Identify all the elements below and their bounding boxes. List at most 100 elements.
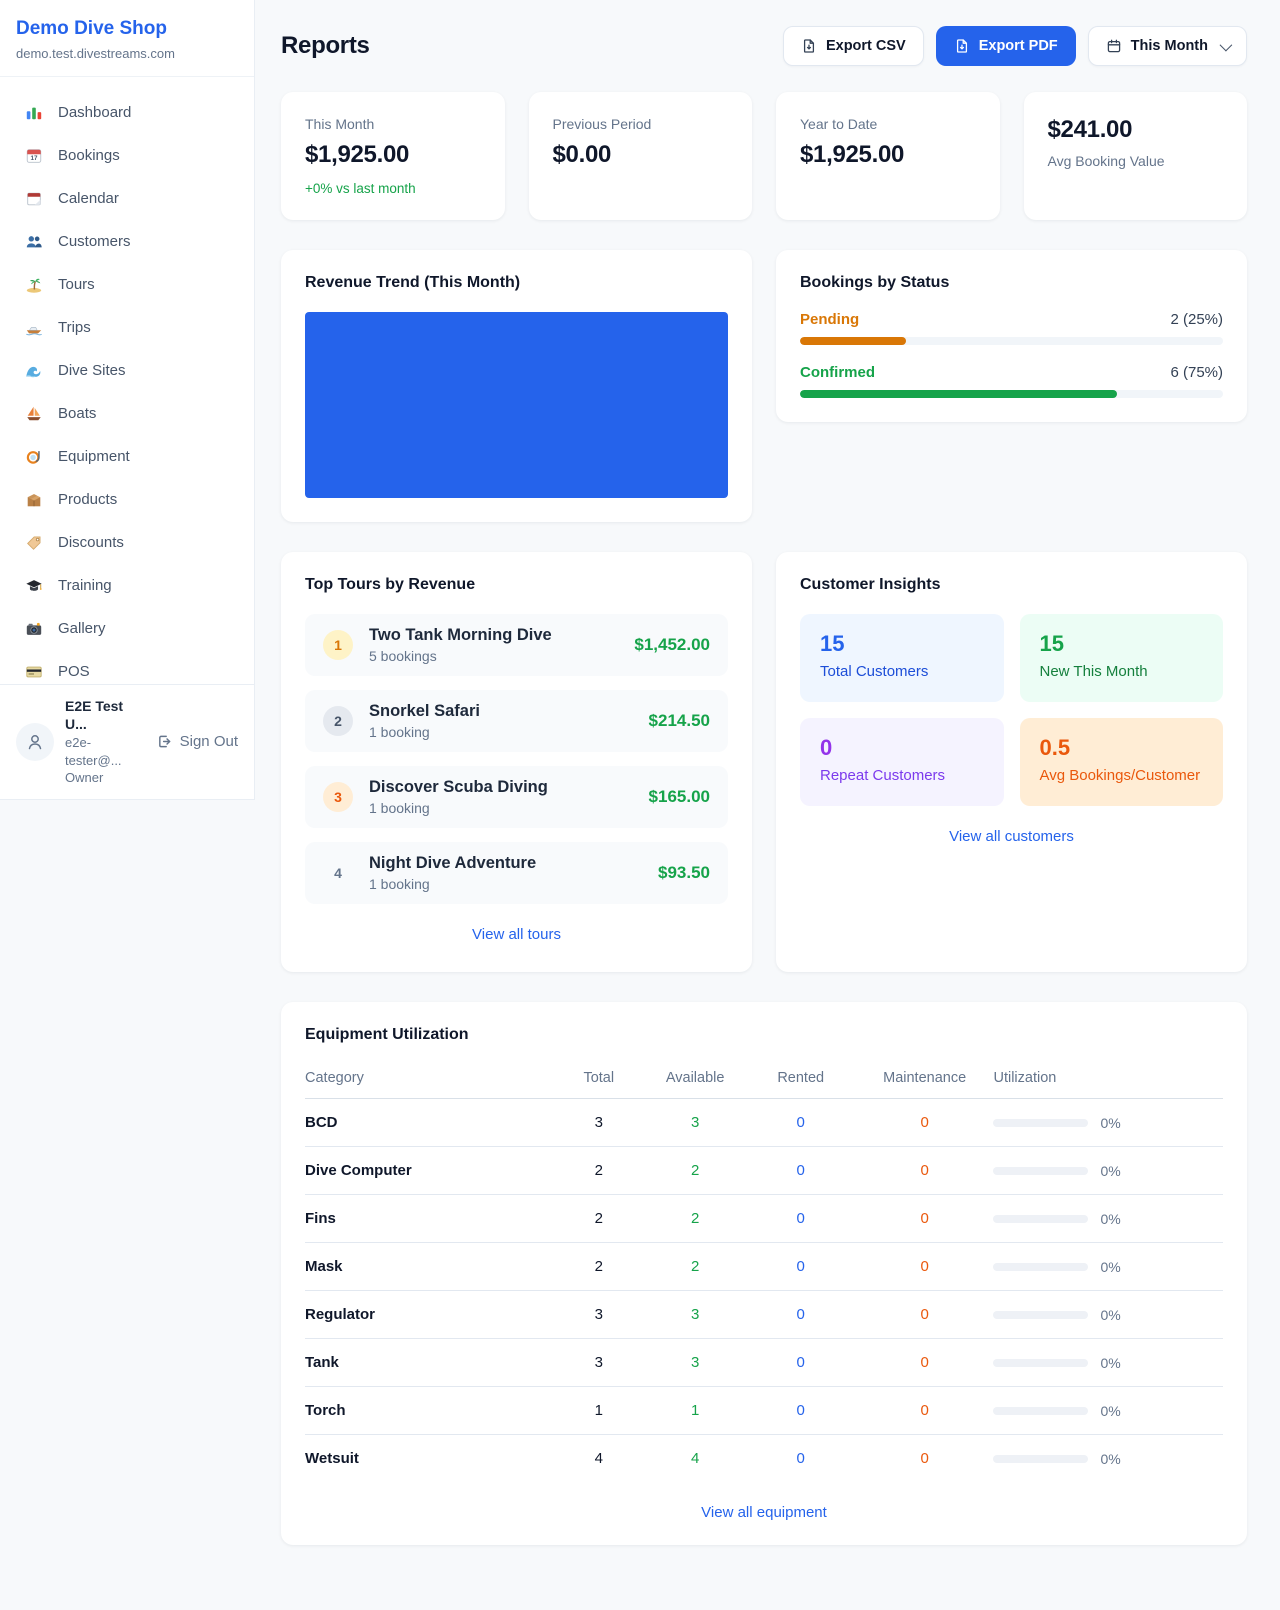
shop-domain: demo.test.divestreams.com <box>16 46 175 61</box>
tour-bookings: 1 booking <box>369 800 430 816</box>
bookings-by-status-card: Bookings by Status Pending 2 (25%) Confi… <box>776 250 1247 422</box>
sidebar-nav: Dashboard 17 Bookings Calendar Customers… <box>0 77 254 684</box>
sidebar-item-dive-sites[interactable]: Dive Sites <box>12 349 242 392</box>
tag-icon <box>24 533 44 553</box>
tour-amount: $93.50 <box>658 863 710 882</box>
insight-total-customers: 15 Total Customers <box>800 614 1004 702</box>
tour-list: 1 Two Tank Morning Dive 5 bookings $1,45… <box>305 614 728 904</box>
col-utilization: Utilization <box>993 1060 1223 1099</box>
tour-name: Night Dive Adventure <box>369 854 537 872</box>
status-label: Pending <box>800 311 860 328</box>
sidebar-item-tours[interactable]: Tours <box>12 263 242 306</box>
status-label: Confirmed <box>800 364 875 381</box>
stat-delta: +0% vs last month <box>305 181 416 196</box>
export-csv-label: Export CSV <box>825 38 906 54</box>
insight-label: New This Month <box>1039 663 1148 680</box>
utilization-cell: 0% <box>993 1259 1223 1275</box>
tour-amount: $165.00 <box>648 787 710 806</box>
tour-amount: $214.50 <box>648 711 710 730</box>
calendar-icon <box>1106 38 1122 54</box>
user-role: Owner <box>65 770 104 786</box>
island-icon <box>24 275 44 295</box>
sidebar-item-calendar[interactable]: Calendar <box>12 177 242 220</box>
page-header: Reports Export CSV Export PDF This Month <box>281 26 1247 66</box>
sidebar-item-equipment[interactable]: Equipment <box>12 435 242 478</box>
user-email: e2e-tester@... <box>65 735 122 768</box>
sidebar-item-bookings[interactable]: 17 Bookings <box>12 134 242 177</box>
period-label: This Month <box>1130 38 1208 54</box>
export-pdf-button[interactable]: Export PDF <box>935 26 1076 66</box>
table-row: Regulator 3 3 0 0 0% <box>305 1290 1223 1339</box>
table-row: Fins 2 2 0 0 0% <box>305 1194 1223 1243</box>
insights-grid: 15 Total Customers 15 New This Month 0 R… <box>800 614 1223 806</box>
tours-insights-row: Top Tours by Revenue 1 Two Tank Morning … <box>281 552 1247 972</box>
stat-label: Year to Date <box>800 116 878 132</box>
view-all-equipment-link[interactable]: View all equipment <box>701 1504 827 1521</box>
stat-value: $241.00 <box>1047 116 1133 143</box>
sidebar-item-trips[interactable]: Trips <box>12 306 242 349</box>
sailboat-icon <box>24 404 44 424</box>
period-select[interactable]: This Month <box>1087 26 1247 66</box>
sidebar-item-discounts[interactable]: Discounts <box>12 521 242 564</box>
insight-new-this-month: 15 New This Month <box>1019 614 1223 702</box>
graduation-cap-icon <box>24 576 44 596</box>
status-bar-track <box>800 390 1223 398</box>
sidebar-item-label: Discounts <box>58 534 124 551</box>
rank-badge: 1 <box>323 630 353 660</box>
header-actions: Export CSV Export PDF This Month <box>782 26 1247 66</box>
bar-chart-icon <box>24 103 44 123</box>
tour-name: Snorkel Safari <box>369 702 480 720</box>
sign-out-icon <box>156 733 173 750</box>
sidebar: Demo Dive Shop demo.test.divestreams.com… <box>0 0 255 800</box>
sidebar-item-customers[interactable]: Customers <box>12 220 242 263</box>
stat-label: Previous Period <box>552 116 652 132</box>
top-tours-card: Top Tours by Revenue 1 Two Tank Morning … <box>281 552 752 972</box>
sidebar-item-gallery[interactable]: Gallery <box>12 607 242 650</box>
insight-label: Avg Bookings/Customer <box>1039 767 1201 784</box>
equipment-table: Category Total Available Rented Maintena… <box>305 1060 1223 1482</box>
sidebar-item-training[interactable]: Training <box>12 564 242 607</box>
view-all-customers-link[interactable]: View all customers <box>949 828 1074 845</box>
tour-row: 3 Discover Scuba Diving 1 booking $165.0… <box>305 766 728 828</box>
sidebar-item-label: POS <box>58 663 90 680</box>
status-item-pending: Pending 2 (25%) <box>800 311 1223 345</box>
page-title: Reports <box>281 32 370 59</box>
sidebar-item-label: Trips <box>58 319 91 336</box>
sidebar-item-products[interactable]: Products <box>12 478 242 521</box>
charts-row: Revenue Trend (This Month) Bookings by S… <box>281 250 1247 522</box>
export-csv-button[interactable]: Export CSV <box>782 26 924 66</box>
diving-mask-icon <box>24 447 44 467</box>
status-count: 2 (25%) <box>1170 311 1223 328</box>
sidebar-item-label: Products <box>58 491 118 508</box>
sign-out-button[interactable]: Sign Out <box>156 733 238 750</box>
utilization-cell: 0% <box>993 1211 1223 1227</box>
sidebar-item-boats[interactable]: Boats <box>12 392 242 435</box>
col-total: Total <box>552 1060 645 1099</box>
col-category: Category <box>305 1060 553 1099</box>
rank-badge: 3 <box>323 782 353 812</box>
sidebar-user-panel: E2E Test U... e2e-tester@... Owner Sign … <box>0 683 254 799</box>
tour-row: 2 Snorkel Safari 1 booking $214.50 <box>305 690 728 752</box>
utilization-cell: 0% <box>993 1163 1223 1179</box>
stat-label: This Month <box>305 116 375 132</box>
package-icon <box>24 490 44 510</box>
sidebar-item-label: Equipment <box>58 448 130 465</box>
tour-name: Discover Scuba Diving <box>369 778 548 796</box>
sidebar-item-dashboard[interactable]: Dashboard <box>12 91 242 134</box>
sidebar-item-label: Calendar <box>58 190 119 207</box>
equipment-utilization-title: Equipment Utilization <box>305 1026 469 1043</box>
tour-bookings: 5 bookings <box>369 648 437 664</box>
sidebar-item-pos[interactable]: POS <box>12 650 242 684</box>
bookings-by-status-title: Bookings by Status <box>800 274 950 291</box>
table-row: Tank 3 3 0 0 0% <box>305 1338 1223 1387</box>
revenue-trend-title: Revenue Trend (This Month) <box>305 274 521 291</box>
camera-icon <box>24 619 44 639</box>
svg-text:17: 17 <box>30 155 38 162</box>
sidebar-item-label: Dashboard <box>58 104 132 121</box>
equipment-table-header: Category Total Available Rented Maintena… <box>305 1060 1223 1099</box>
file-download-icon <box>954 38 970 54</box>
sidebar-item-label: Training <box>58 577 112 594</box>
view-all-tours-link[interactable]: View all tours <box>472 926 561 943</box>
avatar <box>16 722 54 761</box>
col-available: Available <box>644 1060 746 1099</box>
